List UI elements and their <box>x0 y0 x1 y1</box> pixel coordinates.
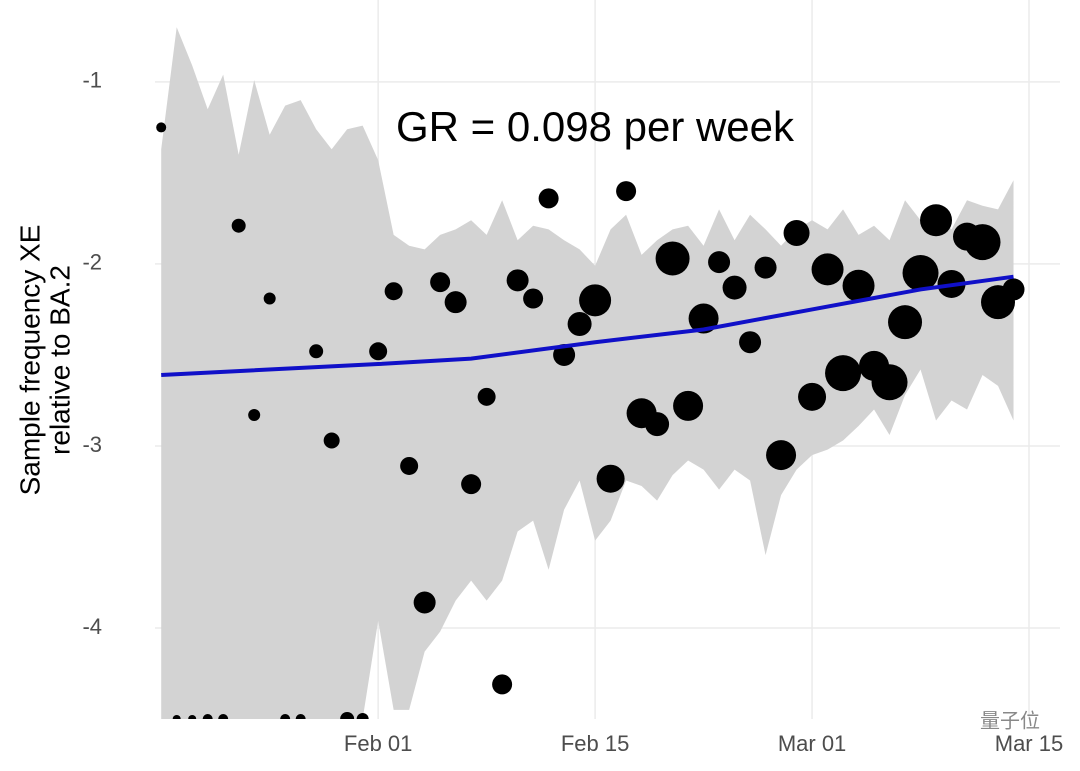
point <box>430 272 451 293</box>
point <box>754 256 777 279</box>
y-axis-title: Sample frequency XE relative to BA.2 <box>14 225 75 496</box>
point <box>645 412 670 437</box>
point <box>655 241 690 276</box>
point <box>920 204 953 237</box>
y-tick-label: -1 <box>82 68 102 93</box>
point <box>461 474 482 495</box>
watermark: 量子位 <box>980 709 1040 732</box>
x-tick-label: Mar 01 <box>778 731 846 756</box>
y-tick-label: -4 <box>82 614 102 639</box>
point <box>871 364 908 401</box>
point <box>1002 278 1025 301</box>
point <box>340 712 355 719</box>
point <box>567 312 592 337</box>
point <box>506 269 529 292</box>
point <box>400 456 419 475</box>
point <box>202 714 213 719</box>
point <box>231 218 246 233</box>
point <box>156 122 167 133</box>
point <box>369 342 388 361</box>
x-tick-label: Feb 01 <box>344 731 413 756</box>
point <box>708 251 731 274</box>
point <box>538 188 559 209</box>
point <box>413 591 436 614</box>
point <box>218 714 229 719</box>
point <box>825 355 862 392</box>
point <box>722 275 747 300</box>
point <box>673 390 704 421</box>
point <box>172 715 181 719</box>
point <box>295 714 306 719</box>
point <box>477 387 496 406</box>
point <box>384 282 403 301</box>
point <box>783 219 810 246</box>
x-tick-label: Feb 15 <box>561 731 630 756</box>
point <box>188 715 197 719</box>
axes: -4 -3 -2 -1 Feb 01 Feb 15 Mar 01 Mar 15 <box>82 68 1063 756</box>
point <box>842 269 875 302</box>
point <box>579 284 612 317</box>
point <box>596 464 625 493</box>
point <box>964 224 1001 261</box>
point <box>798 382 827 411</box>
confidence-band <box>161 27 1014 719</box>
point <box>263 292 276 305</box>
y-axis-title-line: relative to BA.2 <box>44 265 75 455</box>
point <box>553 343 576 366</box>
point <box>356 713 369 719</box>
point <box>739 331 762 354</box>
point <box>444 291 467 314</box>
y-tick-label: -3 <box>82 432 102 457</box>
point <box>309 344 324 359</box>
point <box>902 255 939 292</box>
point <box>766 440 797 471</box>
point <box>280 714 291 719</box>
fit-line <box>161 274 1014 377</box>
point <box>523 288 544 309</box>
x-tick-label: Mar 15 <box>995 731 1063 756</box>
point <box>888 305 923 340</box>
point <box>492 674 513 695</box>
y-tick-label: -2 <box>82 250 102 275</box>
point <box>248 409 261 422</box>
point <box>688 303 719 334</box>
y-axis-title-line: Sample frequency XE <box>14 225 45 496</box>
plot-area <box>156 27 1025 719</box>
annotation: GR = 0.098 per week <box>396 103 795 150</box>
point <box>323 432 340 449</box>
point <box>811 253 844 286</box>
point <box>616 181 637 202</box>
